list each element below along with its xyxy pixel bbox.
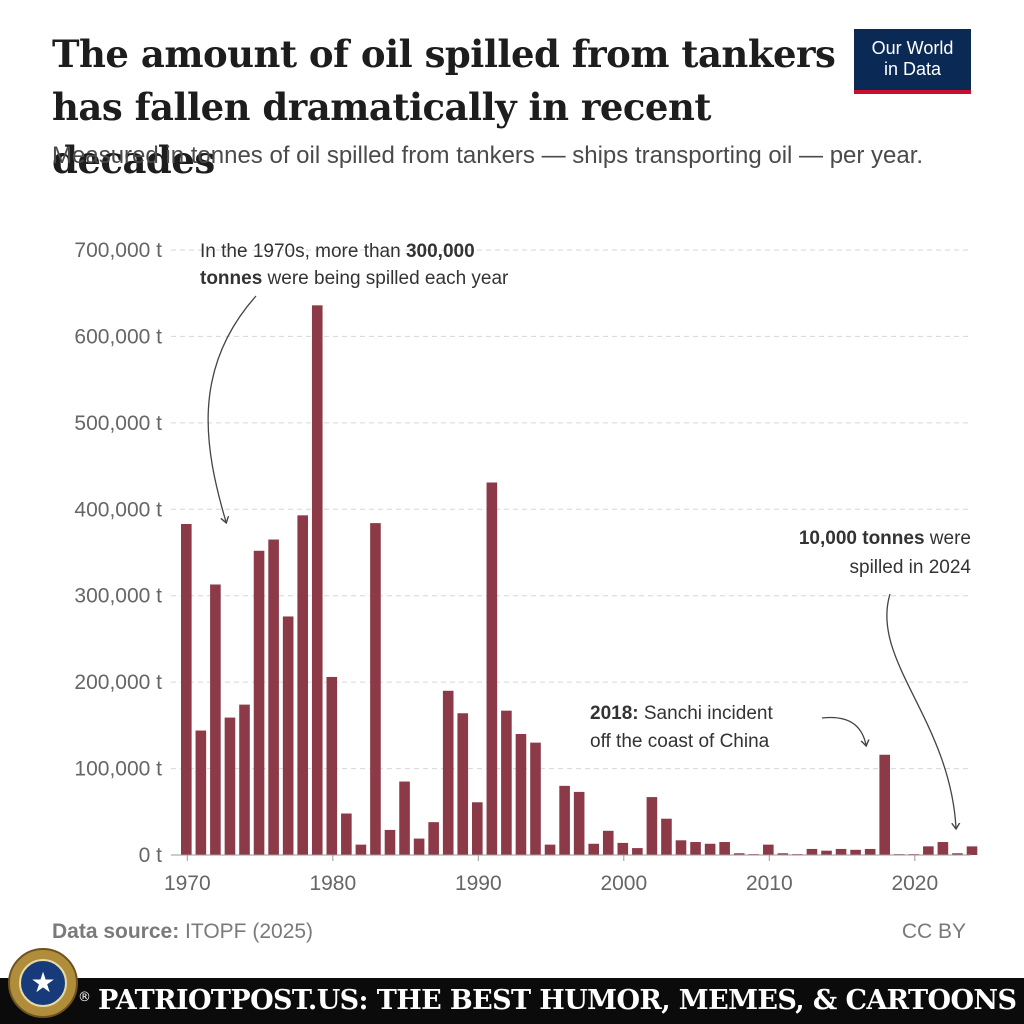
bar-1982: [355, 844, 367, 855]
bar-1997: [573, 791, 585, 855]
annotation-2024: 10,000 tonnes were spilled in 2024: [799, 528, 972, 828]
annotation-2018-line-1: 2018: Sanchi incident: [590, 703, 773, 724]
bar-2008: [733, 853, 745, 855]
y-tick-label: 300,000 t: [74, 585, 162, 608]
data-source-label: Data source:: [52, 920, 180, 943]
bar-1986: [413, 838, 425, 855]
bar-1995: [544, 844, 556, 855]
annotation-1970s: In the 1970s, more than 300,000 tonnes w…: [200, 241, 509, 522]
annotation-2024-line-2: spilled in 2024: [850, 557, 972, 578]
annotation-2018: 2018: Sanchi incident off the coast of C…: [590, 703, 866, 752]
data-source-value: ITOPF (2025): [179, 920, 314, 943]
x-tick-label: 1990: [455, 872, 502, 895]
watermark-banner: [0, 978, 1024, 1024]
annotation-1970s-line-2: tonnes were being spilled each year: [200, 268, 509, 289]
license-link[interactable]: CC BY: [901, 920, 966, 943]
bar-1972: [210, 584, 221, 855]
bar-1989: [457, 713, 469, 855]
y-tick-label: 400,000 t: [74, 498, 162, 521]
patriot-post-seal: ★: [8, 948, 78, 1018]
bar-1983: [370, 523, 381, 855]
y-tick-label: 500,000 t: [74, 412, 162, 435]
bar-1999: [602, 830, 614, 855]
bar-2007: [719, 842, 730, 855]
annotation-2024-arrow: [886, 593, 956, 828]
bar-1981: [341, 813, 352, 855]
bar-1985: [399, 781, 410, 855]
bar-1980: [326, 676, 338, 855]
bar-1998: [588, 843, 599, 855]
bar-2011: [777, 853, 789, 855]
bar-1970: [181, 523, 192, 855]
bar-2015: [835, 848, 847, 855]
bar-1988: [442, 690, 454, 855]
data-source: Data source: ITOPF (2025): [52, 920, 313, 944]
bar-2002: [646, 797, 658, 855]
y-tick-label: 200,000 t: [74, 671, 162, 694]
bar-1974: [239, 704, 250, 855]
bar-2022: [937, 842, 949, 855]
x-axis-labels: 1970 1980 1990 2000 2010 2020: [164, 855, 938, 895]
bar-1975: [253, 550, 265, 855]
grid-lines: [171, 249, 971, 770]
our-world-in-data-logo[interactable]: Our World in Data: [854, 29, 971, 94]
y-axis-labels: 0 t 100,000 t 200,000 t 300,000 t 400,000 t 5…: [74, 239, 162, 867]
bar-2001: [632, 848, 643, 855]
logo-line-2: in Data: [883, 59, 942, 79]
bar-2023: [952, 853, 963, 855]
bar-2003: [661, 818, 672, 855]
bar-2024: [966, 846, 978, 855]
bar-1994: [530, 742, 541, 855]
x-tick-label: 1980: [309, 872, 356, 895]
bar-1978: [297, 515, 308, 855]
bar-2016: [850, 849, 861, 855]
bar-2013: [806, 848, 818, 855]
bar-2005: [690, 842, 701, 855]
bar-1991: [486, 482, 498, 855]
y-tick-label: 600,000 t: [74, 325, 162, 348]
bar-1993: [515, 734, 527, 855]
annotation-1970s-arrow: [207, 295, 257, 522]
y-tick-label: 0 t: [139, 844, 163, 867]
x-tick-label: 2010: [746, 872, 793, 895]
y-tick-label: 100,000 t: [74, 758, 162, 781]
bar-1976: [268, 539, 279, 855]
bar-2004: [675, 840, 687, 855]
bar-2018: [879, 754, 890, 855]
x-tick-label: 2000: [600, 872, 647, 895]
annotation-2018-arrow: [821, 716, 866, 745]
registered-mark: ®: [78, 990, 91, 1005]
bar-1984: [384, 829, 396, 855]
bar-2021: [923, 846, 934, 855]
bar-1977: [282, 616, 294, 855]
bar-1990: [472, 802, 483, 855]
bar-1973: [224, 717, 236, 855]
bar-2006: [704, 843, 716, 855]
bar-2010: [763, 844, 774, 855]
watermark-banner-text: PATRIOTPOST.US: THE BEST HUMOR, MEMES, &…: [98, 985, 1017, 1016]
y-tick-label: 700,000 t: [74, 239, 162, 262]
x-tick-label: 1970: [164, 872, 211, 895]
annotation-2024-line-1: 10,000 tonnes were: [799, 528, 971, 549]
bar-1971: [195, 730, 207, 855]
chart-subtitle: Measured in tonnes of oil spilled from t…: [52, 142, 924, 169]
bar-1996: [559, 785, 570, 855]
bar-1979: [311, 305, 323, 855]
bar-2017: [864, 848, 876, 855]
annotation-1970s-line-1: In the 1970s, more than 300,000: [200, 241, 475, 262]
logo-line-1: Our World: [871, 38, 954, 58]
annotation-2018-line-2: off the coast of China: [590, 731, 770, 752]
bar-2014: [821, 850, 832, 855]
chart-title: The amount of oil spilled from tankers h…: [52, 32, 836, 182]
x-tick-label: 2020: [891, 872, 938, 895]
bar-1987: [428, 822, 439, 855]
bar-1992: [501, 710, 512, 855]
bar-2000: [617, 842, 629, 855]
star-icon: ★: [19, 959, 67, 1007]
bars: [181, 305, 978, 855]
